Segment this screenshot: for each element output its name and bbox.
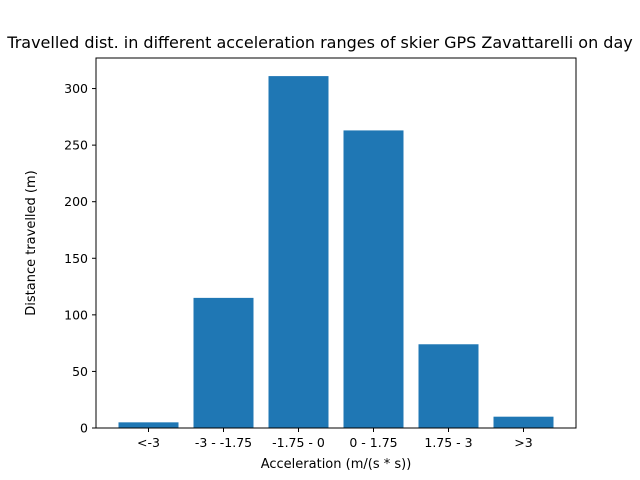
bar	[493, 416, 554, 428]
y-tick-label: 250	[64, 138, 88, 153]
bar	[193, 297, 254, 428]
y-tick-label: 100	[64, 307, 88, 322]
y-axis-label: Distance travelled (m)	[24, 170, 39, 316]
x-tick-label: >3	[514, 435, 532, 450]
bar	[118, 422, 179, 428]
bars-group	[118, 76, 554, 429]
y-tick-label: 50	[72, 364, 88, 379]
x-tick-label: 1.75 - 3	[424, 435, 472, 450]
bar	[268, 76, 329, 428]
y-axis: 0 50 100 150 200 250 300	[64, 81, 96, 436]
y-tick-label: 200	[64, 194, 88, 209]
y-tick-label: 0	[80, 421, 88, 436]
y-tick-label: 300	[64, 81, 88, 96]
x-axis: <-3 -3 - -1.75 -1.75 - 0 0 - 1.75 1.75 - 3 >3	[137, 428, 533, 450]
bar	[418, 344, 479, 428]
x-axis-label: Acceleration (m/(s * s))	[261, 457, 412, 472]
bar	[343, 130, 404, 429]
x-tick-label: -3 - -1.75	[195, 435, 252, 450]
x-tick-label: 0 - 1.75	[349, 435, 397, 450]
y-tick-label: 150	[64, 251, 88, 266]
chart-title: Travelled dist. in different acceleratio…	[6, 33, 632, 52]
x-tick-label: -1.75 - 0	[272, 435, 325, 450]
x-tick-label: <-3	[137, 435, 160, 450]
plot-frame	[95, 57, 577, 429]
